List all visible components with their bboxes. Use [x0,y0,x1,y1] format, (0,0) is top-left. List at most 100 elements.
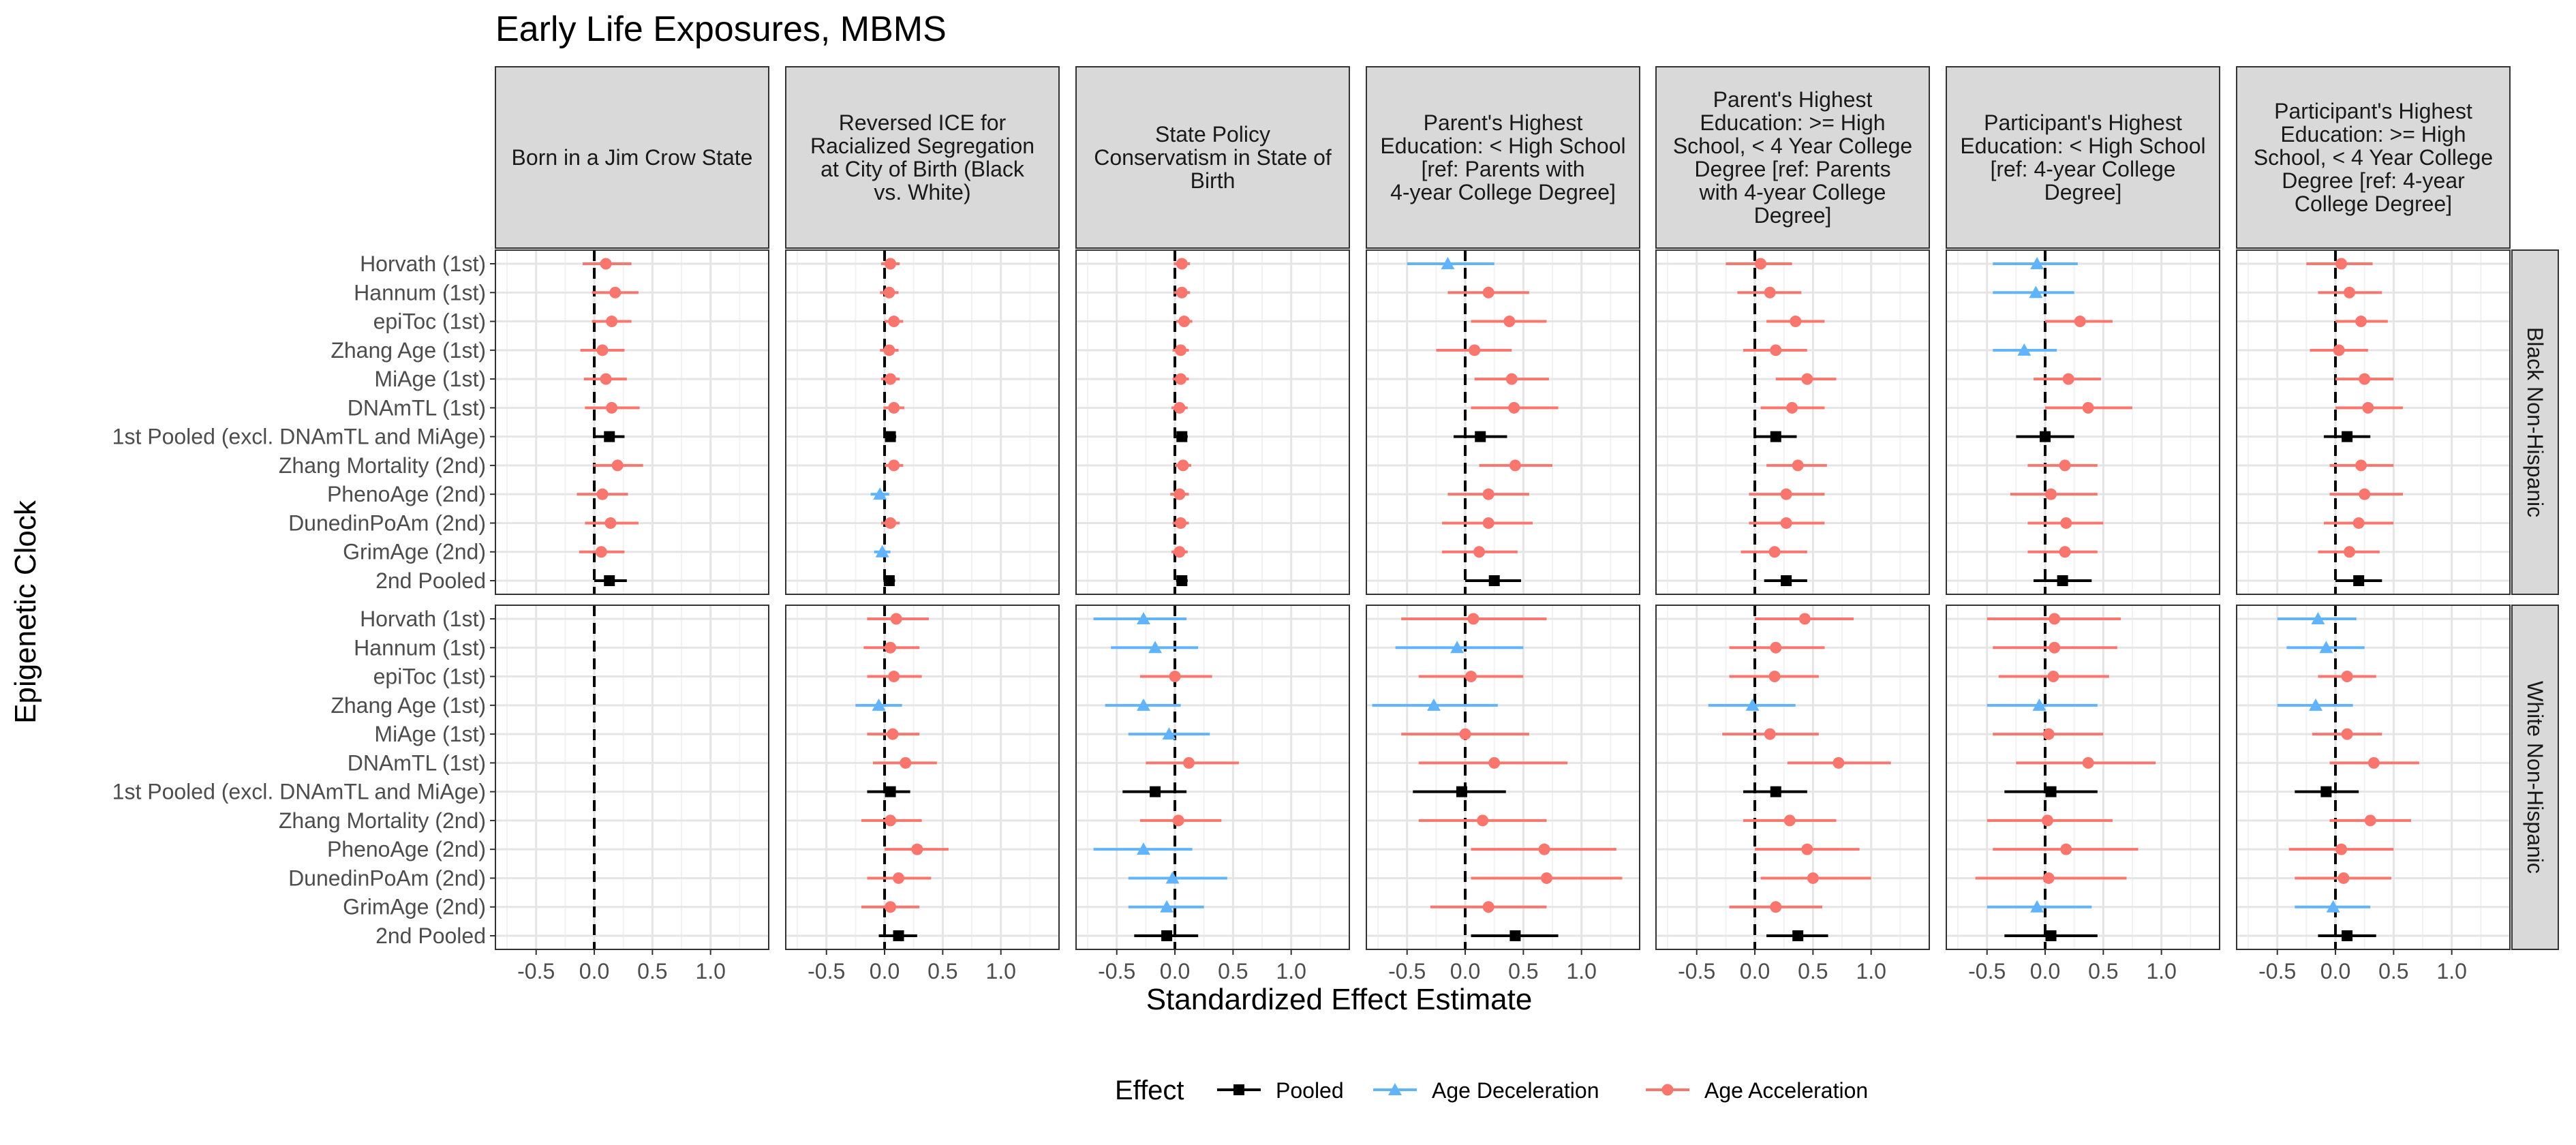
point-estimate [2364,814,2376,827]
facet-strip-label: Degree] [1754,203,1832,228]
facet-strip-label: Education: < High School [1380,134,1625,158]
point-estimate [1148,641,1163,654]
panel-border [785,605,1060,950]
point-estimate [604,431,615,442]
point-estimate [2060,517,2072,529]
panel-border [2236,605,2511,950]
y-tick-label: Horvath (1st) [360,251,486,276]
point-estimate [1467,613,1479,625]
point-estimate [2045,930,2057,941]
panel-border [2236,249,2511,595]
y-tick-label: GrimAge (2nd) [343,540,486,564]
facet-panel [1946,249,2220,595]
point-estimate [888,401,900,414]
row-strip [2511,605,2559,950]
point-estimate [1469,344,1481,356]
point-estimate [2029,286,2043,299]
facet-strip-label: Racialized Segregation [810,134,1034,158]
point-estimate [2367,757,2380,769]
point-estimate [1503,316,1516,328]
point-estimate [2352,517,2365,529]
point-estimate [887,728,899,740]
facet-panel [1655,249,1930,595]
panel-border [1366,605,1640,950]
point-estimate [606,401,618,414]
point-estimate [1770,641,1782,654]
facet-panel [785,249,1060,595]
facet-strip-label: Education: >= High [1700,110,1885,135]
point-estimate [888,671,900,683]
point-estimate [1768,546,1781,558]
y-tick-label: DNAmTL (1st) [348,395,486,420]
point-estimate [2359,373,2371,385]
facet-panel [1366,249,1640,595]
point-estimate [1176,575,1188,586]
point-estimate [596,344,609,356]
point-estimate [2041,814,2053,827]
facet-strip-label: School, < 4 Year College [1673,134,1912,158]
point-estimate [885,258,897,270]
point-estimate [1426,698,1441,711]
point-estimate [1770,344,1782,356]
x-tick-label: -0.5 [1678,959,1715,983]
point-estimate [873,487,887,500]
facet-panel [1075,605,1350,950]
point-estimate [2320,786,2332,797]
y-tick-label: DNAmTL (1st) [348,750,486,775]
y-axis-title: Epigenetic Clock [9,500,42,724]
point-estimate [1136,842,1150,855]
point-estimate [595,546,607,558]
row-strip [2511,249,2559,595]
facet-strip-label: Degree [ref: Parents [1694,157,1890,181]
point-estimate [1459,728,1471,740]
legend-label: Age Acceleration [1704,1078,1868,1103]
panel-background [1656,250,1929,594]
facet-strip-label: Born in a Jim Crow State [512,145,753,170]
legend-key-marker [1233,1084,1244,1095]
point-estimate [1538,843,1550,855]
point-estimate [885,431,896,442]
point-estimate [2042,728,2055,740]
point-estimate [883,286,895,299]
point-estimate [885,373,897,385]
facet-strip-label: Reversed ICE for [839,110,1007,135]
point-estimate [1178,316,1191,328]
point-estimate [1780,488,1792,500]
y-tick-label: PhenoAge (2nd) [327,837,486,861]
panel-border [1655,605,1930,950]
x-tick-label: -0.5 [808,959,845,983]
point-estimate [1175,373,1187,385]
point-estimate [1150,786,1161,797]
point-estimate [1768,671,1781,683]
point-estimate [609,286,622,299]
point-estimate [1450,641,1465,654]
x-tick-label: 0.5 [2378,959,2408,983]
point-estimate [1482,488,1494,500]
point-estimate [611,459,624,472]
y-tick-label: Horvath (1st) [360,607,486,631]
y-tick-label: 1st Pooled (excl. DNAmTL and MiAge) [112,780,486,804]
facet-strip [1946,66,2220,249]
panel-border [785,249,1060,595]
point-estimate [1801,373,1813,385]
y-tick-label: 1st Pooled (excl. DNAmTL and MiAge) [112,425,486,449]
point-estimate [2359,488,2371,500]
point-estimate [600,373,612,385]
point-estimate [1505,373,1518,385]
x-tick-label: 0.0 [2320,959,2350,983]
facet-strip [2236,66,2511,249]
x-tick-label: 1.0 [1566,959,1596,983]
point-estimate [1136,612,1150,624]
panel-background [1946,605,2220,949]
point-estimate [1161,930,1173,941]
y-tick-label: MiAge (1st) [374,722,486,746]
point-estimate [604,575,615,586]
point-estimate [2049,641,2061,654]
panel-background [1656,605,1929,949]
point-estimate [2362,401,2374,414]
point-estimate [1482,517,1494,529]
facet-strip-label: Birth [1191,168,1236,193]
point-estimate [890,613,902,625]
x-tick-label: -0.5 [1388,959,1426,983]
point-estimate [2030,257,2044,269]
